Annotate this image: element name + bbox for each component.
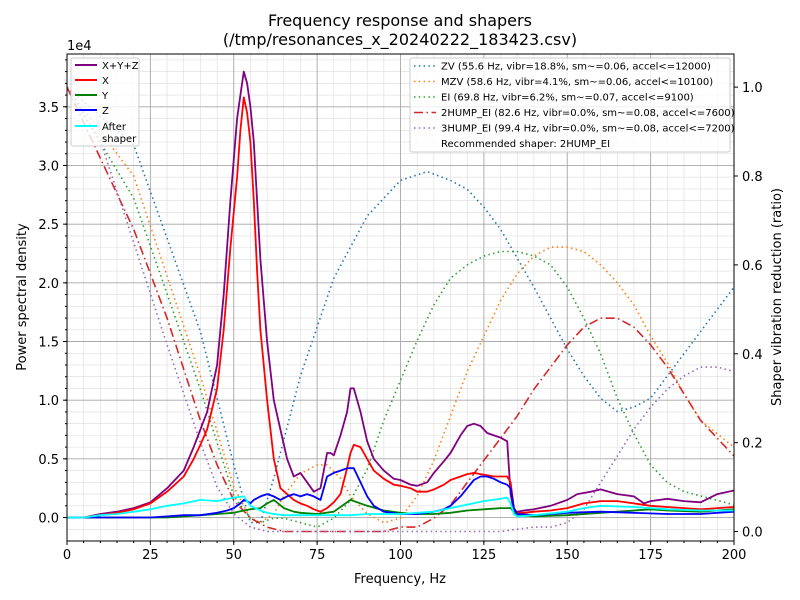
x-tick-label: 75 (309, 548, 326, 563)
psd-legend-label: X+Y+Z (102, 61, 139, 72)
y2-tick-label: 0.2 (742, 437, 763, 452)
y-tick-label: 2.0 (38, 277, 59, 292)
x-tick-label: 150 (555, 548, 580, 563)
psd-curves (67, 70, 734, 519)
y-tick-label: 0.5 (38, 453, 59, 468)
chart-subtitle: (/tmp/resonances_x_20240222_183423.csv) (223, 30, 577, 50)
y2-tick-label: 0.0 (742, 526, 763, 541)
y-tick-label: 0.0 (38, 512, 59, 527)
x-tick-label: 100 (388, 548, 413, 563)
y2-tick-label: 0.4 (742, 348, 763, 363)
axis-ticks: 0 25 50 75 100 125 150 175 200 0.0 0.5 1.0 1.5 2.0 2.5… (38, 59, 763, 563)
shaper-line-3hump_ei (67, 86, 734, 533)
y-tick-label: 2.5 (38, 218, 59, 233)
psd-line-x-y-z (67, 70, 734, 519)
shaper-legend-label: 3HUMP_EI (99.4 Hz, vibr=0.0%, sm~=0.08, … (441, 124, 735, 135)
shaper-line-zv (67, 86, 734, 524)
psd-line-z (67, 467, 734, 519)
psd-line-y (67, 498, 734, 519)
psd-line-after-shaper (67, 495, 734, 519)
x-tick-label: 125 (471, 548, 496, 563)
y2-tick-label: 1.0 (742, 81, 763, 96)
y-offset-text: 1e4 (67, 39, 92, 54)
y-tick-label: 1.5 (38, 336, 59, 351)
x-tick-label: 175 (638, 548, 663, 563)
shaper-legend-label: MZV (58.6 Hz, vibr=4.1%, sm~=0.06, accel… (441, 77, 713, 88)
psd-legend: X+Y+Z XYZ After shaper (70, 57, 140, 147)
y-tick-label: 3.5 (38, 101, 59, 116)
shaper-legend-label: ZV (55.6 Hz, vibr=18.8%, sm~=0.06, accel… (441, 62, 711, 73)
recommended-shaper-label: Recommended shaper: 2HUMP_EI (441, 139, 610, 150)
x-tick-label: 200 (722, 548, 747, 563)
y-tick-label: 3.0 (38, 159, 59, 174)
psd-legend-label: X (102, 76, 109, 87)
shaper-line-2hump_ei (67, 86, 734, 533)
y-axis-label: Power spectral density (15, 223, 30, 371)
psd-legend-label: Z (102, 106, 109, 117)
shaper-legend-box (409, 57, 731, 153)
shaper-legend-label: 2HUMP_EI (82.6 Hz, vibr=0.0%, sm~=0.08, … (441, 108, 735, 119)
shaper-line-mzv (67, 86, 734, 524)
y2-tick-label: 0.6 (742, 259, 763, 274)
x-axis-label: Frequency, Hz (354, 572, 446, 587)
x-tick-label: 25 (142, 548, 159, 563)
shaper-curves (67, 86, 734, 533)
x-tick-label: 0 (63, 548, 71, 563)
psd-legend-label: Y (101, 91, 109, 102)
chart-title: Frequency response and shapers (268, 11, 532, 30)
y2-axis-label: Shaper vibration reduction (ratio) (770, 188, 785, 406)
y-tick-label: 1.0 (38, 394, 59, 409)
x-tick-label: 50 (225, 548, 242, 563)
shaper-legend-label: EI (69.8 Hz, vibr=6.2%, sm~=0.07, accel<… (441, 93, 694, 104)
psd-legend-label: After shaper (102, 122, 137, 145)
y2-tick-label: 0.8 (742, 170, 763, 185)
shaper-legend: ZV (55.6 Hz, vibr=18.8%, sm~=0.06, accel… (409, 57, 735, 153)
psd-line-x (67, 96, 734, 519)
